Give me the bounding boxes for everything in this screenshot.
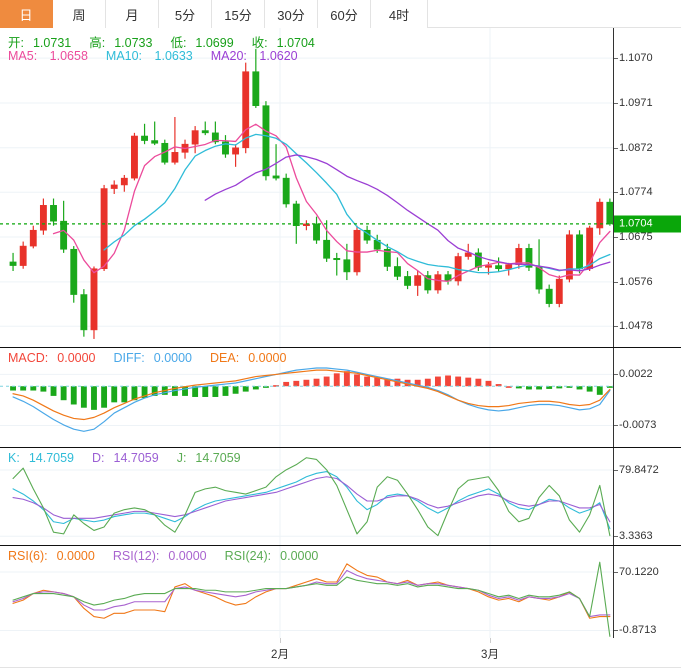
tabbar-filler: [428, 0, 681, 27]
price-axis-tickmark: [614, 58, 618, 60]
rsi-axis-tickmark: [614, 572, 618, 574]
kdj-axis-tickmark: [614, 536, 618, 538]
kdj-axis-tickmark: [614, 469, 618, 471]
rsi-axis: 70.1220 -0.8713: [613, 546, 681, 638]
macd-panel[interactable]: MACD: 0.0000 DIFF: 0.0000 DEA: 0.0000 0.0022-…: [0, 348, 681, 448]
macd-plot[interactable]: [0, 348, 613, 447]
macd-graphic: [0, 348, 613, 447]
tab-4hour[interactable]: 4时: [371, 0, 428, 28]
price-axis-tick: 1.0576: [619, 275, 653, 288]
macd-axis-tickmark: [614, 374, 618, 376]
macd-axis-tick: 0.0022: [619, 368, 653, 381]
kdj-panel[interactable]: K: 14.7059 D: 14.7059 J: 14.7059 79.8472 3.336…: [0, 448, 681, 546]
rsi-axis-tick: 70.1220: [619, 566, 659, 579]
price-panel[interactable]: 开: 1.0731 高: 1.0733 低: 1.0699 收: 1.0704 MA5: 1.…: [0, 28, 681, 348]
price-axis: 1.1070 1.0971 1.0872 1.0774 1.0675 1.0576 1.04…: [613, 28, 681, 347]
price-axis-tick: 1.1070: [619, 52, 653, 65]
price-axis-tickmark: [614, 237, 618, 239]
time-axis-tickmark: [490, 638, 491, 643]
price-axis-tick: 1.0478: [619, 320, 653, 333]
time-axis: 2月 3月: [0, 638, 681, 668]
tab-day[interactable]: 日: [0, 0, 53, 28]
tab-60min[interactable]: 60分: [318, 0, 371, 28]
tab-month[interactable]: 月: [106, 0, 159, 28]
rsi-axis-tickmark: [614, 630, 618, 632]
kdj-axis-tick: 79.8472: [619, 463, 659, 476]
rsi-axis-tick: -0.8713: [619, 624, 657, 637]
rsi-plot[interactable]: [0, 546, 613, 638]
tab-30min[interactable]: 30分: [265, 0, 318, 28]
rsi-graphic: [0, 546, 613, 638]
macd-axis-tick: -0.0073: [619, 419, 657, 432]
macd-axis: 0.0022 -0.0073: [613, 348, 681, 447]
current-price-badge: 1.0704: [614, 215, 681, 233]
time-axis-label: 3月: [481, 649, 499, 661]
tab-15min[interactable]: 15分: [212, 0, 265, 28]
price-axis-tick: 1.0675: [619, 231, 653, 244]
time-axis-tickmark: [280, 638, 281, 643]
macd-axis-tickmark: [614, 425, 618, 427]
tab-week[interactable]: 周: [53, 0, 106, 28]
price-axis-tick: 1.0774: [619, 186, 653, 199]
price-axis-tick: 1.0971: [619, 96, 653, 109]
kdj-axis: 79.8472 3.3363: [613, 448, 681, 545]
price-axis-tickmark: [614, 281, 618, 283]
rsi-panel[interactable]: RSI(6): 0.0000 RSI(12): 0.0000 RSI(24): 0.000…: [0, 546, 681, 638]
price-axis-tickmark: [614, 102, 618, 104]
kdj-graphic: [0, 448, 613, 545]
price-axis-tickmark: [614, 192, 618, 194]
kdj-axis-tick: 3.3363: [619, 530, 653, 543]
time-axis-label: 2月: [271, 649, 289, 661]
kdj-plot[interactable]: [0, 448, 613, 545]
timeframe-tabbar: 日 周 月 5分 15分 30分 60分 4时: [0, 0, 681, 28]
price-candles: [0, 28, 613, 347]
price-axis-tick: 1.0872: [619, 141, 653, 154]
price-axis-tickmark: [614, 147, 618, 149]
price-plot[interactable]: [0, 28, 613, 347]
tab-5min[interactable]: 5分: [159, 0, 212, 28]
price-axis-tickmark: [614, 326, 618, 328]
